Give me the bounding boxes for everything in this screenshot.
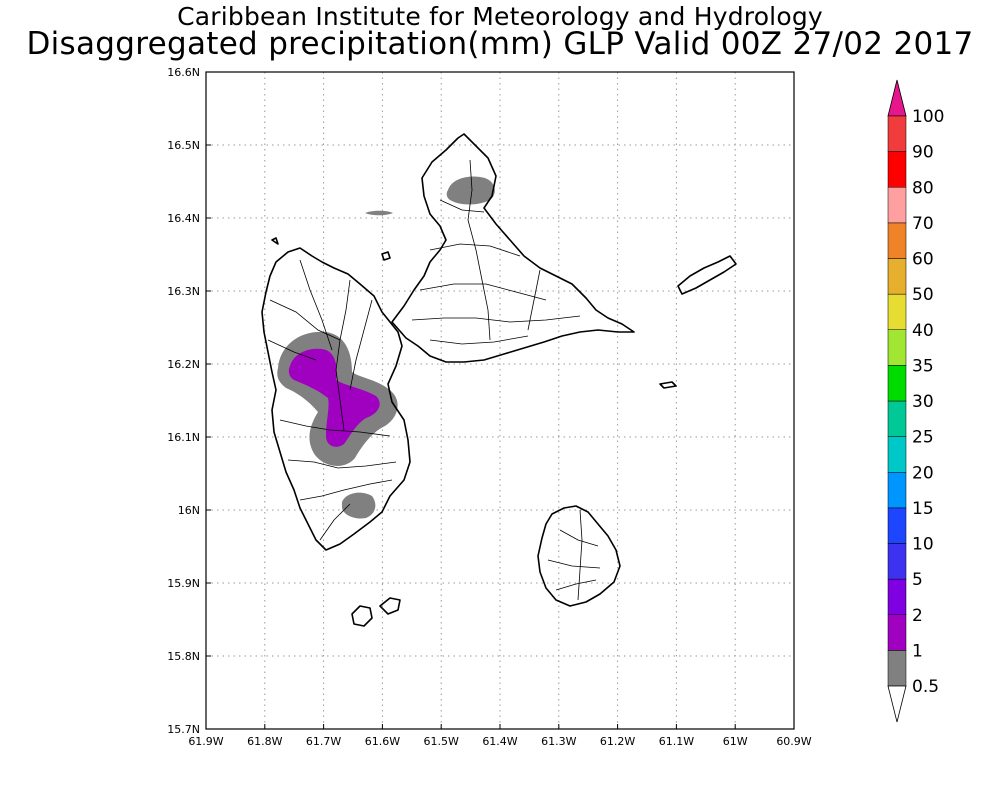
longitude-tick-label: 61.5W [424,735,459,748]
longitude-tick-label: 61.7W [306,735,341,748]
longitude-tick-label: 61.1W [659,735,694,748]
map-background [206,72,794,729]
legend-top-arrow [887,79,907,117]
island-marie-galante [537,505,621,607]
legend-color-box [887,543,907,580]
legend-label: 35 [912,356,934,376]
map-title: Caribbean Institute for Meteorology and … [177,2,823,31]
island-grande-terre [391,133,635,363]
precip-area-light [365,210,393,216]
latitude-tick-label: 15.9N [167,577,200,590]
legend-color-box [887,329,907,366]
legend-label: 25 [912,428,934,448]
latitude-tick-label: 16.2N [167,358,200,371]
legend-label: 30 [912,392,934,412]
legend-label: 0.5 [912,677,939,697]
island-basse-terre [261,247,411,551]
legend-color-box [887,614,907,651]
precip-area-light [446,176,495,205]
legend-label: 100 [912,107,944,127]
longitude-tick-label: 61.3W [541,735,576,748]
latitude-tick-label: 16.5N [167,139,200,152]
longitude-ticks: 61.9W 61.8W 61.7W 61.6W 61.5W 61.4W 61.3W 61.2W… [188,724,812,748]
longitude-tick-label: 61.9W [188,735,223,748]
internal-boundaries [267,159,601,601]
legend-color-box [887,472,907,509]
latitude-ticks: 15.7N 15.8N 15.9N 16N 16.1N 16.2N 16.3N 16.4N 16… [167,66,211,736]
island-les-saintes [351,605,373,627]
coastlines [261,133,737,627]
legend-color-box [887,115,907,152]
latitude-tick-label: 16.4N [167,212,200,225]
precip-area-light [342,492,376,519]
island-la-desirade [677,255,737,295]
map-subtitle: Disaggregated precipitation(mm) GLP Vali… [26,26,974,62]
legend-color-box [887,151,907,188]
precipitation-shading [277,176,495,519]
latitude-tick-label: 16.1N [167,431,200,444]
legend-color-box [887,578,907,615]
longitude-tick-label: 61W [723,735,748,748]
legend-label: 20 [912,463,934,483]
grid-lines [206,72,794,729]
latitude-tick-label: 16.3N [167,285,200,298]
longitude-tick-label: 61.8W [247,735,282,748]
legend-color-box [887,507,907,544]
legend-color-box [887,365,907,402]
legend-label: 70 [912,214,934,234]
precip-area-heavy [288,348,380,447]
longitude-tick-label: 61.4W [482,735,517,748]
islet [271,237,279,245]
longitude-tick-label: 60.9W [776,735,811,748]
legend-label: 90 [912,143,934,163]
island-petite-terre [659,381,677,389]
legend-label: 15 [912,499,934,519]
legend-label: 80 [912,178,934,198]
legend-color-box [887,293,907,330]
legend-label: 40 [912,321,934,341]
latitude-tick-label: 16N [178,504,200,517]
islet [381,251,391,261]
legend-label: 50 [912,285,934,305]
legend-color-box [887,400,907,437]
legend-bottom-arrow [887,685,907,723]
legend-color-box [887,258,907,295]
legend-label: 10 [912,535,934,555]
legend-color-box [887,187,907,224]
island-les-saintes [379,597,401,615]
legend-label: 60 [912,250,934,270]
legend-color-box [887,222,907,259]
legend-label: 2 [912,606,923,626]
latitude-tick-label: 15.8N [167,650,200,663]
legend-color-box [887,650,907,687]
longitude-tick-label: 61.6W [365,735,400,748]
longitude-tick-label: 61.2W [600,735,635,748]
legend-label: 1 [912,641,923,661]
legend-label: 5 [912,570,923,590]
latitude-tick-label: 16.6N [167,66,200,79]
latitude-tick-label: 15.7N [167,723,200,736]
legend-color-box [887,436,907,473]
